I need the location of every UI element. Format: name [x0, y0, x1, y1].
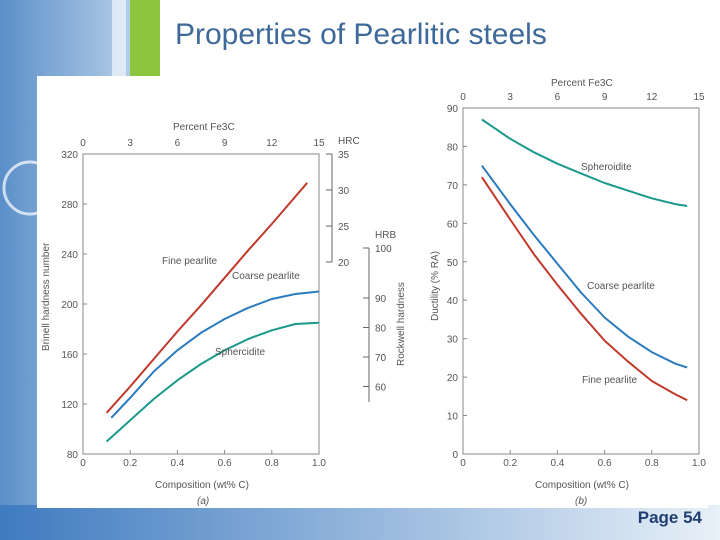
chart-b-toptick-label: 3	[507, 92, 513, 103]
chart-a-hrb-tick-label: 70	[375, 353, 387, 364]
chart-a-ytick-label: 280	[61, 200, 78, 211]
chart-a-hrc-tick-label: 35	[338, 150, 350, 161]
chart-b-ytick-label: 50	[447, 258, 459, 269]
chart-b-ytick-label: 0	[452, 450, 458, 461]
chart-a-hrb-tick-label: 100	[375, 244, 392, 255]
chart-a-ytick-label: 320	[61, 150, 78, 161]
chart-b-ytick-label: 30	[447, 335, 459, 346]
figure-panel: 0 0.2 0.4 0.6 0.8 1.0 0 3 6 9 12 15 80 120 160 200 240 28…	[37, 76, 708, 508]
chart-a-hrb-tick-label: 90	[375, 294, 387, 305]
chart-b-xtick-label: 1.0	[692, 458, 706, 469]
chart-a-series-spheroidite	[105, 321, 320, 443]
chart-a-xlabel: Composition (wt% C)	[155, 480, 249, 491]
page-number: Page 54	[637, 508, 702, 527]
chart-a-series-coarse-pearlite	[110, 290, 320, 419]
chart-a-xtick-label: 0.8	[265, 458, 279, 469]
chart-a: 0 0.2 0.4 0.6 0.8 1.0 0 3 6 9 12 15 80 120 160 200 240 28…	[41, 122, 407, 507]
chart-b-xtick-label: 0.6	[598, 458, 612, 469]
chart-b-toptick-label: 0	[460, 92, 466, 103]
chart-b-ytick-label: 20	[447, 373, 459, 384]
chart-b-xlabel: Composition (wt% C)	[535, 480, 629, 491]
chart-a-toptick-label: 9	[222, 138, 228, 149]
chart-a-xtick-label: 0.4	[170, 458, 184, 469]
chart-a-xtick-label: 0	[80, 458, 86, 469]
chart-a-toptick-label: 12	[266, 138, 278, 149]
chart-a-toptick-label: 0	[80, 138, 86, 149]
chart-a-toptick-label: 15	[313, 138, 325, 149]
chart-b-ytick-label: 80	[447, 142, 459, 153]
chart-a-ytick-label: 80	[67, 450, 79, 461]
chart-a-hrc-tick-label: 20	[338, 258, 350, 269]
chart-a-ylabel: Brinell hardness number	[41, 242, 52, 351]
chart-a-rockwell-title: Rockwell hardness	[396, 282, 407, 366]
chart-b-toptick-label: 6	[555, 92, 561, 103]
chart-a-annotation-fine: Fine pearlite	[162, 256, 217, 267]
chart-b-ytick-label: 10	[447, 412, 459, 423]
chart-a-hrb-tick-label: 60	[375, 383, 387, 394]
chart-b-plot-area	[462, 107, 700, 455]
chart-a-hrc-tick-label: 25	[338, 222, 350, 233]
chart-b-ytick-label: 90	[447, 104, 459, 115]
chart-b-ylabel: Ductility (% RA)	[430, 251, 441, 321]
chart-b-xtick-label: 0	[460, 458, 466, 469]
chart-a-toptick-label: 6	[175, 138, 181, 149]
chart-a-hrc-tick-label: 30	[338, 186, 350, 197]
chart-a-toptick-label: 3	[127, 138, 133, 149]
chart-a-ytick-label: 240	[61, 250, 78, 261]
chart-b-ytick-label: 70	[447, 181, 459, 192]
chart-b-xtick-label: 0.8	[645, 458, 659, 469]
chart-a-hrc-label: HRC	[338, 136, 360, 147]
chart-b-xtick-label: 0.2	[503, 458, 517, 469]
chart-a-top-axis-label: Percent Fe3C	[173, 122, 235, 133]
chart-a-hrb-label: HRB	[375, 230, 396, 241]
chart-a-annotation-coarse: Coarse pearlite	[232, 271, 300, 282]
chart-b-top-axis-label: Percent Fe3C	[551, 78, 613, 89]
chart-b-annotation-coarse: Coarse pearlite	[587, 281, 655, 292]
figure-svg: 0 0.2 0.4 0.6 0.8 1.00 3 6 9 12 158012016020024028…	[41, 78, 706, 507]
chart-a-hrb-tick-label: 80	[375, 324, 387, 335]
chart-a-xtick-label: 0.6	[218, 458, 232, 469]
chart-a-ytick-label: 160	[61, 350, 78, 361]
chart-a-xtick-label: 1.0	[312, 458, 326, 469]
chart-a-panel-label: (a)	[197, 496, 209, 507]
chart-b-toptick-label: 15	[693, 92, 705, 103]
chart-a-xtick-label: 0.2	[123, 458, 137, 469]
chart-a-series-fine-pearlite	[105, 182, 308, 414]
slide-title: Properties of Pearlitic steels	[175, 18, 547, 51]
chart-a-ytick-label: 200	[61, 300, 78, 311]
chart-a-annotation-spheroidite: Sphercidite	[215, 347, 265, 358]
chart-b-series-fine-pearlite	[481, 176, 688, 402]
chart-b-xtick-label: 0.4	[550, 458, 564, 469]
chart-b-panel-label: (b)	[575, 496, 587, 507]
chart-b-toptick-label: 9	[602, 92, 608, 103]
chart-b-annotation-spheroidite: Spheroidite	[581, 162, 632, 173]
chart-b-toptick-label: 12	[646, 92, 658, 103]
chart-b-ytick-label: 40	[447, 296, 459, 307]
chart-a-ytick-label: 120	[61, 400, 78, 411]
chart-b-series-coarse-pearlite	[481, 165, 688, 369]
chart-b: 0 0.2 0.4 0.6 0.8 1.0 0 3 6 9 12 15 0 10 20 30 40 50 60 70 8…	[430, 78, 706, 507]
chart-b-series-spheroidite	[481, 118, 688, 207]
chart-b-annotation-fine: Fine pearlite	[582, 375, 637, 386]
chart-b-ytick-label: 60	[447, 219, 459, 230]
